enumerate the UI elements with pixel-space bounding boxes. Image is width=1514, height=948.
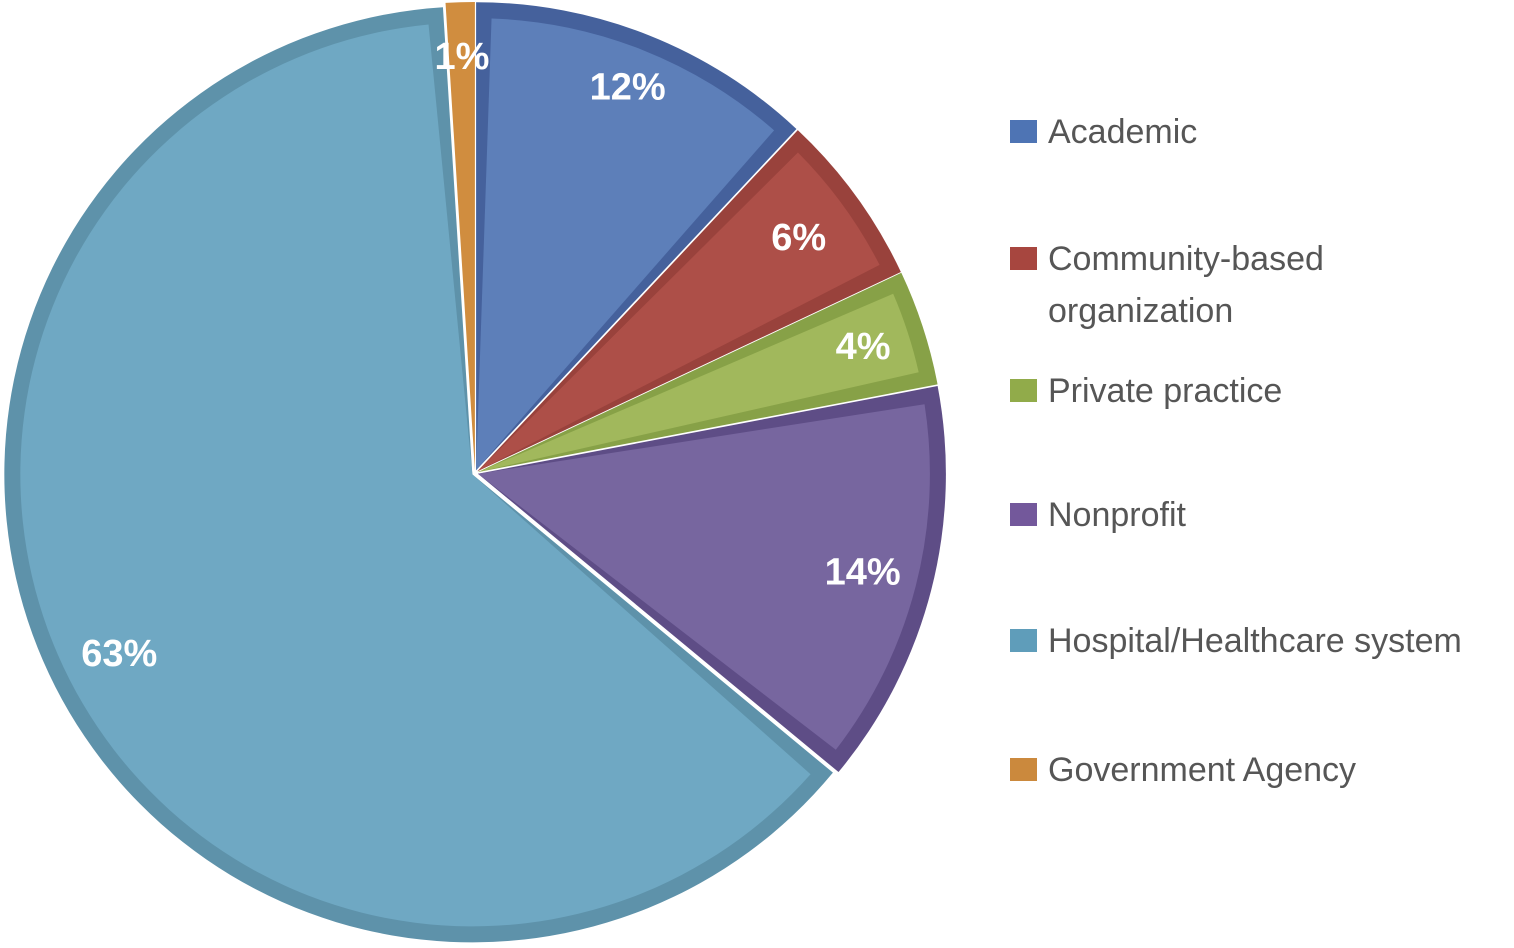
pie-slice-nonprofit <box>477 386 946 773</box>
pie-slice-hospital-healthcare-system <box>4 7 833 943</box>
legend-swatch-nonprofit <box>1010 503 1037 526</box>
legend-label: Community-based organization <box>1048 240 1324 330</box>
legend-item-government-agency: Government Agency <box>1010 744 1356 796</box>
legend-label: Nonprofit <box>1048 496 1186 534</box>
legend-label: Government Agency <box>1048 751 1357 789</box>
pie-slice-private-practice <box>477 272 938 473</box>
legend-item-private-practice: Private practice <box>1010 365 1282 417</box>
legend-item-hospital-healthcare-system: Hospital/Healthcare system <box>1010 615 1462 667</box>
slice-value-label-community-based-organization: 6% <box>771 217 826 259</box>
slice-value-label-government-agency: 1% <box>434 36 489 78</box>
legend-item-nonprofit: Nonprofit <box>1010 489 1186 541</box>
slice-value-label-nonprofit: 14% <box>825 552 901 594</box>
legend-swatch-hospital-healthcare-system <box>1010 629 1037 652</box>
legend: Academic Community-based organization Pr… <box>1010 0 1514 948</box>
legend-swatch-government-agency <box>1010 758 1037 781</box>
slice-value-label-academic: 12% <box>590 67 666 109</box>
legend-item-academic: Academic <box>1010 106 1197 158</box>
legend-label: Private practice <box>1048 372 1283 410</box>
legend-swatch-community-based-organization <box>1010 247 1037 270</box>
legend-swatch-academic <box>1010 120 1037 143</box>
legend-label: Hospital/Healthcare system <box>1048 622 1462 660</box>
slice-value-label-hospital-healthcare-system: 63% <box>81 633 157 675</box>
pie-slice-community-based-organization <box>477 130 901 472</box>
legend-label: Academic <box>1048 113 1198 151</box>
slice-value-label-private-practice: 4% <box>836 326 891 368</box>
legend-swatch-private-practice <box>1010 379 1037 402</box>
pie-slice-academic <box>476 2 797 471</box>
legend-item-community-based-organization: Community-based organization <box>1010 233 1388 337</box>
pie-slice-government-agency <box>445 1 475 470</box>
